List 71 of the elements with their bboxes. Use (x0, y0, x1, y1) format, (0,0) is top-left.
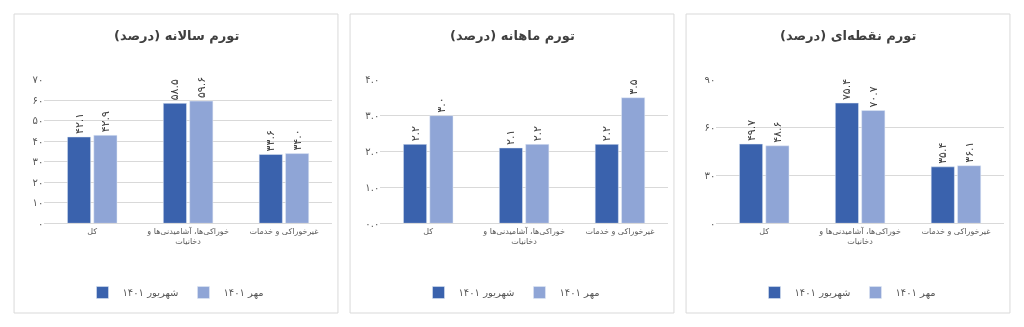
bar (861, 110, 886, 224)
legend-label: مهر ۱۴۰۱ (223, 287, 264, 300)
legend-label: شهریور ۱۴۰۱ (794, 287, 851, 300)
chart-title: تورم ماهانه (درصد) (450, 28, 575, 44)
data-label: ۴۲.۹ (98, 111, 112, 133)
bar (189, 100, 214, 224)
y-tick-label: ۷۰ (32, 74, 44, 86)
y-tick-label: ۳۰ (704, 169, 716, 181)
y-tick-label: ۰.۰ (365, 217, 380, 229)
data-label: ۴۲.۱ (72, 112, 86, 134)
chart-title: تورم سالانه (درصد) (114, 28, 240, 44)
bar (621, 97, 645, 224)
y-tick-label: ۹۰ (704, 74, 716, 86)
bar (429, 115, 454, 224)
data-label: ۳۴.۰ (290, 129, 304, 151)
x-tick-label: کل (423, 226, 434, 236)
y-tick-label: ۲۰ (32, 176, 44, 188)
bar (525, 144, 550, 224)
data-label: ۳۵.۴ (936, 142, 950, 164)
bar (258, 154, 283, 224)
y-tick-label: ۱۰ (32, 197, 44, 209)
legend-label: مهر ۱۴۰۱ (559, 287, 600, 300)
data-label: ۴۹.۷ (744, 119, 758, 142)
y-tick-label: ۴۰ (32, 135, 44, 147)
x-tick-label: خوراکی‌ها، آشامیدنی‌ها و دخانیات (482, 225, 565, 247)
bar (765, 145, 790, 224)
y-tick-label: ۶۰ (32, 94, 44, 106)
y-tick-label: ۵۰ (32, 115, 44, 127)
data-label: ۵۹.۶ (194, 76, 208, 99)
x-tick-label: کل (759, 226, 770, 236)
data-label: ۳.۵ (626, 79, 640, 95)
data-label: ۷۵.۴ (840, 78, 854, 101)
bar (163, 103, 187, 224)
x-tick-label: کل (87, 226, 98, 236)
data-label: ۷۰.۷ (866, 86, 880, 108)
y-tick-label: ۳.۰ (365, 110, 380, 122)
legend-label: مهر ۱۴۰۱ (895, 287, 936, 300)
y-tick-label: ۳۰ (32, 156, 44, 168)
data-label: ۲.۱ (504, 129, 518, 145)
data-label: ۳۶.۱ (962, 141, 976, 163)
x-tick-label: غیرخوراکی و خدمات (585, 226, 655, 236)
x-tick-label: غیرخوراکی و خدمات (249, 226, 319, 236)
data-label: ۲.۲ (600, 125, 614, 142)
bar (67, 136, 91, 224)
bar (930, 166, 955, 224)
y-tick-label: ۰ (37, 217, 44, 229)
data-label: ۴۸.۶ (770, 121, 784, 143)
data-label: ۳.۰ (434, 97, 448, 113)
bar (835, 102, 859, 224)
bar (403, 144, 427, 224)
chart-title: تورم نقطه‌ای (درصد) (780, 28, 917, 44)
data-label: ۲.۲ (408, 125, 422, 142)
data-label: ۵۸.۵ (168, 79, 182, 101)
legend-label: شهریور ۱۴۰۱ (458, 287, 515, 300)
bar (499, 147, 523, 224)
x-tick-label: غیرخوراکی و خدمات (921, 226, 991, 236)
bar (957, 165, 981, 224)
legend-label: شهریور ۱۴۰۱ (122, 287, 179, 300)
bar (285, 153, 309, 224)
x-tick-label: خوراکی‌ها، آشامیدنی‌ها و دخانیات (818, 225, 901, 247)
data-label: ۲.۲ (530, 125, 544, 142)
bar (93, 135, 118, 224)
data-label: ۳۳.۶ (264, 130, 278, 152)
y-tick-label: ۱.۰ (365, 181, 380, 193)
y-tick-label: ۴.۰ (365, 74, 380, 86)
bar (739, 143, 763, 224)
y-tick-label: ۲.۰ (365, 146, 380, 158)
y-tick-label: ۶۰ (704, 122, 716, 134)
bar (594, 144, 619, 224)
y-tick-label: ۰ (709, 217, 716, 229)
x-tick-label: خوراکی‌ها، آشامیدنی‌ها و دخانیات (146, 225, 229, 247)
